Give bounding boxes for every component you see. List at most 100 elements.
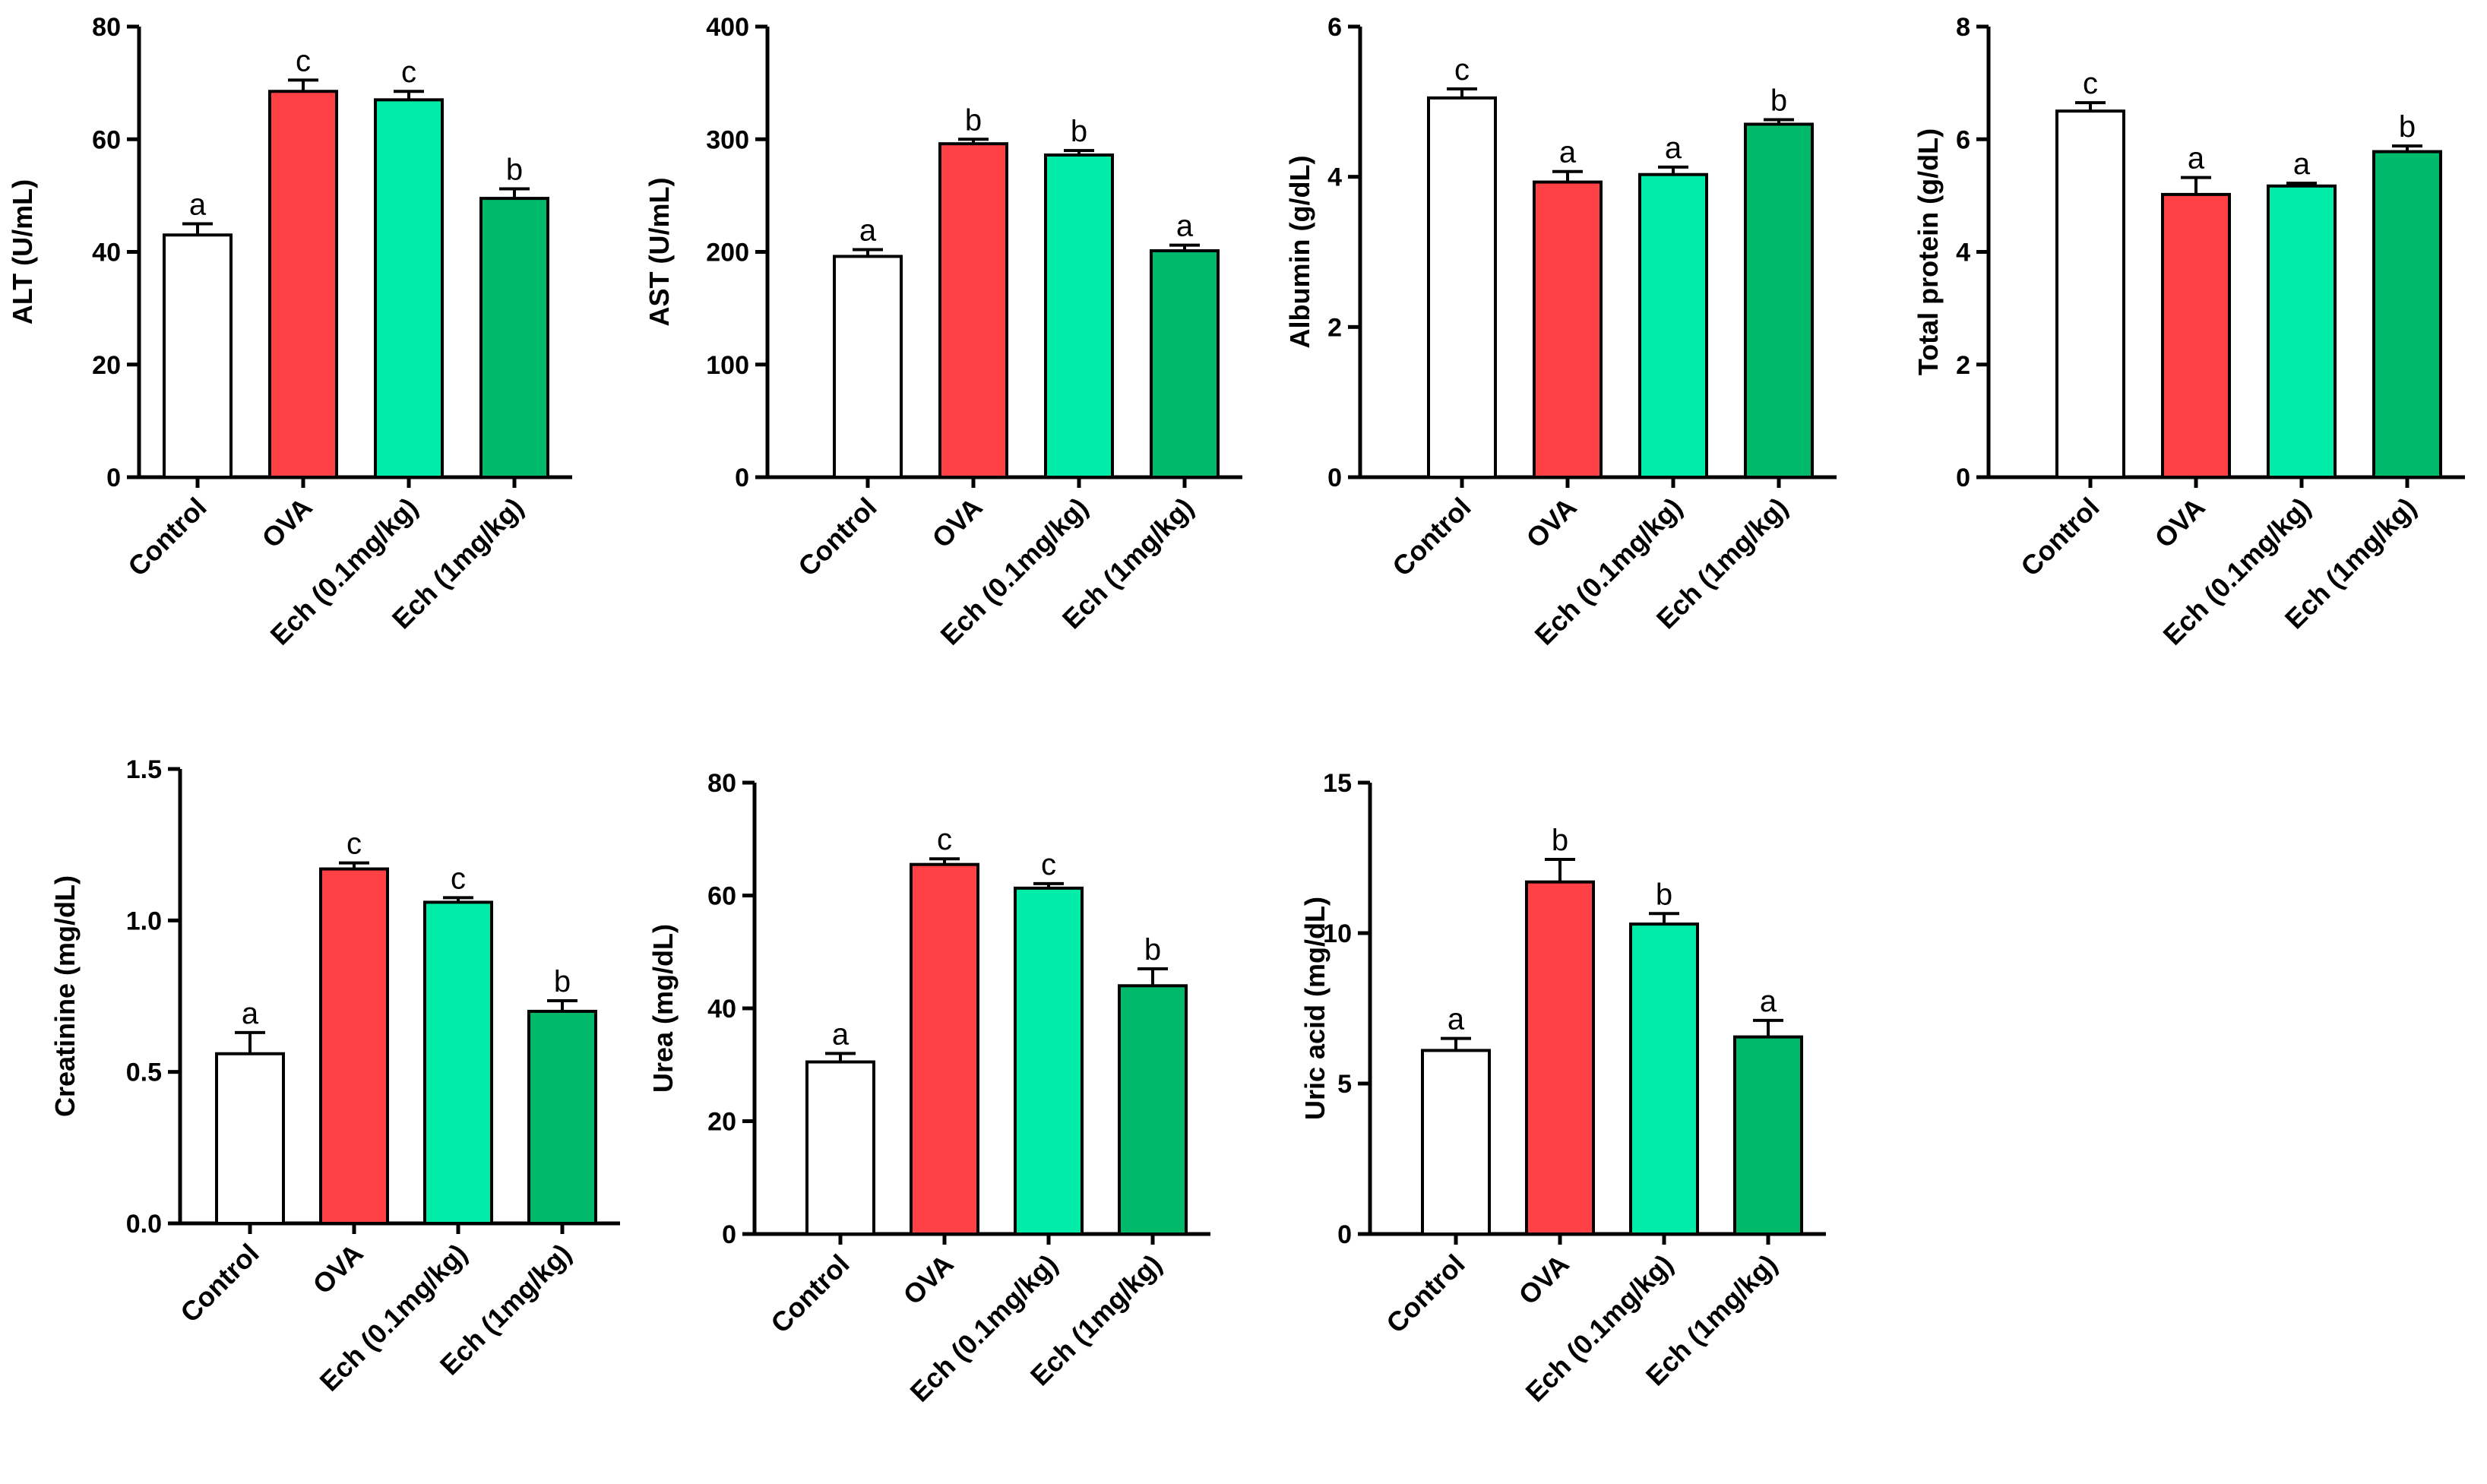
x-category-label: Control bbox=[1380, 1248, 1470, 1339]
y-axis-title: Creatinine (mg/dL) bbox=[49, 875, 81, 1117]
y-tick-label: 0 bbox=[1337, 1220, 1352, 1249]
bar-3 bbox=[1629, 922, 1699, 1236]
bar-4 bbox=[2372, 150, 2442, 479]
y-tick-label: 60 bbox=[92, 125, 121, 154]
bar-4 bbox=[1744, 122, 1814, 479]
y-tick-label: 5 bbox=[1337, 1070, 1352, 1099]
bar-4 bbox=[479, 197, 549, 479]
significance-letter: b bbox=[2399, 110, 2416, 144]
y-tick-label: 6 bbox=[1327, 13, 1342, 42]
significance-letter: a bbox=[189, 188, 207, 221]
significance-letter: a bbox=[1559, 136, 1577, 169]
bar-1 bbox=[2055, 109, 2125, 479]
y-tick-label: 4 bbox=[1327, 163, 1342, 192]
y-tick-label: 6 bbox=[1956, 125, 1970, 154]
bar-1 bbox=[1421, 1049, 1491, 1236]
bar-3 bbox=[2267, 184, 2337, 479]
y-tick-label: 0 bbox=[735, 464, 749, 492]
x-category-label: Control bbox=[122, 492, 212, 582]
y-tick-label: 80 bbox=[707, 769, 736, 798]
y-tick-label: 2 bbox=[1956, 351, 1970, 380]
y-tick-label: 0.0 bbox=[126, 1210, 162, 1239]
y-tick-label: 1.0 bbox=[126, 907, 162, 935]
y-tick-label: 20 bbox=[92, 351, 121, 380]
significance-letter: b bbox=[1770, 84, 1787, 118]
y-axis-title: ALT (U/mL) bbox=[7, 179, 38, 324]
y-tick-label: 0 bbox=[106, 464, 121, 492]
significance-letter: c bbox=[401, 55, 416, 89]
y-axis-title: AST (U/mL) bbox=[644, 178, 675, 327]
x-category-label: OVA bbox=[255, 492, 318, 554]
y-axis-title: Urea (mg/dL) bbox=[647, 924, 679, 1093]
bar-3 bbox=[1638, 172, 1708, 479]
significance-letter: a bbox=[859, 214, 877, 248]
significance-letter: a bbox=[242, 997, 259, 1030]
y-tick-label: 100 bbox=[706, 351, 749, 380]
bar-3 bbox=[1014, 886, 1084, 1236]
bar-4 bbox=[527, 1009, 597, 1226]
y-tick-label: 1.5 bbox=[126, 755, 162, 784]
x-category-label: Control bbox=[1386, 492, 1476, 582]
significance-letter: c bbox=[2083, 67, 2098, 100]
bar-3 bbox=[374, 98, 444, 479]
significance-letter: c bbox=[1041, 848, 1056, 881]
significance-letter: c bbox=[1454, 53, 1470, 87]
y-axis-title: Albumin (g/dL) bbox=[1284, 156, 1315, 349]
significance-letter: b bbox=[1071, 115, 1087, 148]
y-tick-label: 0 bbox=[1327, 464, 1342, 492]
x-category-label: OVA bbox=[897, 1248, 959, 1311]
significance-letter: a bbox=[1760, 985, 1777, 1018]
bar-1 bbox=[1427, 96, 1497, 479]
significance-letter: b bbox=[554, 965, 571, 998]
x-category-label: OVA bbox=[1512, 1248, 1574, 1311]
bar-4 bbox=[1150, 249, 1220, 479]
bar-1 bbox=[163, 233, 233, 479]
significance-letter: a bbox=[2188, 142, 2205, 176]
bar-2 bbox=[2161, 192, 2231, 479]
x-category-label: OVA bbox=[926, 492, 988, 554]
bar-2 bbox=[268, 90, 338, 479]
x-category-label: OVA bbox=[1520, 492, 1582, 554]
significance-letter: b bbox=[1656, 878, 1672, 911]
x-category-label: Control bbox=[174, 1238, 264, 1328]
significance-letter: c bbox=[296, 44, 311, 78]
y-tick-label: 20 bbox=[707, 1108, 736, 1137]
bar-1 bbox=[215, 1052, 285, 1226]
significance-letter: a bbox=[1665, 131, 1682, 165]
y-tick-label: 4 bbox=[1956, 239, 1970, 267]
y-tick-label: 8 bbox=[1956, 13, 1970, 42]
x-category-label: OVA bbox=[306, 1238, 369, 1300]
significance-letter: b bbox=[1552, 824, 1568, 857]
y-tick-label: 400 bbox=[706, 13, 749, 42]
significance-letter: b bbox=[965, 103, 982, 137]
bar-4 bbox=[1118, 984, 1188, 1236]
chart-panel-creatinine: 0.0 0.5 1.0 1.5 Creatinine (mg/dL) a Control c O… bbox=[49, 755, 620, 1397]
significance-letter: a bbox=[1448, 1003, 1465, 1036]
bar-3 bbox=[1044, 153, 1114, 479]
y-tick-label: 40 bbox=[707, 995, 736, 1024]
y-tick-label: 0 bbox=[1956, 464, 1970, 492]
bar-4 bbox=[1733, 1035, 1803, 1236]
bar-1 bbox=[805, 1060, 875, 1236]
significance-letter: a bbox=[2293, 147, 2311, 181]
significance-letter: b bbox=[1144, 933, 1161, 967]
bar-3 bbox=[423, 900, 493, 1225]
bar-2 bbox=[1533, 180, 1603, 479]
x-category-label: Control bbox=[2014, 492, 2105, 582]
x-category-label: OVA bbox=[2148, 492, 2210, 554]
bar-2 bbox=[938, 142, 1008, 479]
y-axis-title: Total protein (g/dL) bbox=[1913, 128, 1944, 375]
significance-letter: b bbox=[506, 153, 523, 186]
y-tick-label: 40 bbox=[92, 239, 121, 267]
significance-letter: a bbox=[1176, 210, 1194, 243]
significance-letter: c bbox=[937, 823, 952, 856]
y-tick-label: 80 bbox=[92, 13, 121, 42]
significance-letter: a bbox=[832, 1017, 850, 1051]
